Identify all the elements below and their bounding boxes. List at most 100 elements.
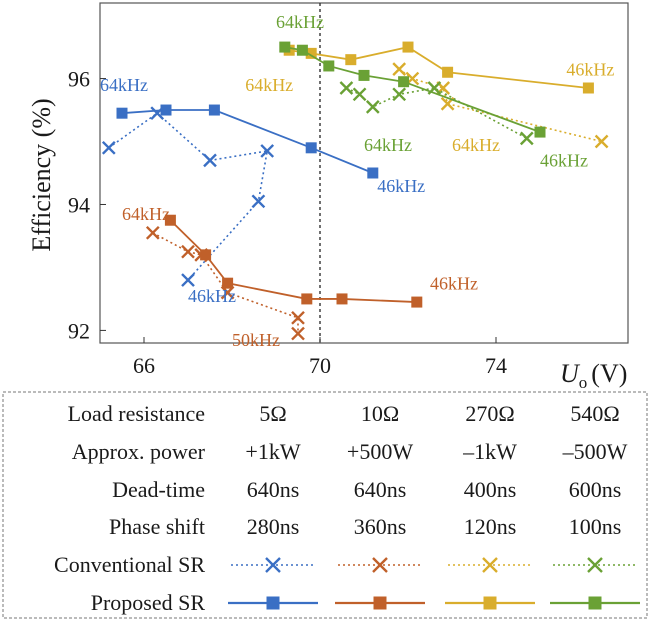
series-conventional-blue xyxy=(101,106,275,287)
legend-proposed-marker xyxy=(266,596,280,610)
legend-conventional-marker xyxy=(482,557,498,573)
data-point-cross xyxy=(519,131,534,146)
series-line xyxy=(152,232,299,334)
x-tick-label: 70 xyxy=(309,353,331,378)
y-tick-label: 94 xyxy=(68,192,90,217)
series-line xyxy=(398,68,602,143)
frequency-annotation: 46kHz xyxy=(566,59,614,79)
table-cell: 100ns xyxy=(569,514,622,539)
x-axis-title-main: U xyxy=(560,359,581,388)
legend-proposed-marker xyxy=(588,596,602,610)
plot-frame xyxy=(99,2,629,344)
series-proposed-green xyxy=(279,41,546,138)
table-row-label: Phase shift xyxy=(109,514,205,539)
y-tick-label: 92 xyxy=(68,318,90,343)
legend-table: Load resistance Approx. power Dead-time Pha… xyxy=(54,401,640,615)
data-point-square xyxy=(411,296,423,308)
data-point-square xyxy=(164,214,176,226)
data-point-cross xyxy=(352,87,367,102)
data-point-square xyxy=(402,41,414,53)
frequency-annotation: 46kHz xyxy=(430,273,478,293)
table-cell: 270Ω xyxy=(465,401,514,426)
legend-proposed-marker xyxy=(373,596,387,610)
x-axis-title-unit: (V) xyxy=(591,359,627,388)
y-tick-label: 96 xyxy=(68,67,90,92)
data-point-square xyxy=(582,82,594,94)
frequency-annotation: 46kHz xyxy=(377,176,425,196)
data-point-cross xyxy=(260,144,275,158)
data-point-cross xyxy=(594,134,609,149)
data-point-cross xyxy=(145,225,160,240)
annotation-layer: 64kHz 46kHz 46kHz 64kHz 50kHz 46kHz 64kHz 64kHz… xyxy=(100,12,614,350)
legend-conventional-marker xyxy=(372,557,388,573)
frequency-annotation: 46kHz xyxy=(188,286,236,306)
frequency-annotation: 64kHz xyxy=(452,135,500,155)
data-point-cross xyxy=(203,153,217,168)
data-point-square xyxy=(160,104,172,116)
legend-table-frame xyxy=(2,391,648,619)
data-point-square xyxy=(398,76,410,88)
table-cell: 280ns xyxy=(247,514,300,539)
table-cell: 540Ω xyxy=(570,401,619,426)
table-cell: 360ns xyxy=(354,514,407,539)
frequency-annotation: 46kHz xyxy=(540,151,588,171)
table-row-label: Dead-time xyxy=(112,477,205,502)
table-row-label: Approx. power xyxy=(72,439,206,464)
data-point-square xyxy=(323,60,335,72)
table-cell: 5Ω xyxy=(259,401,286,426)
table-cell: 640ns xyxy=(354,477,407,502)
data-point-cross xyxy=(181,273,195,287)
data-point-square xyxy=(296,44,308,56)
data-point-square xyxy=(305,142,317,154)
table-cell: –1kW xyxy=(462,439,517,464)
data-point-cross xyxy=(291,326,305,341)
data-point-square xyxy=(222,277,234,289)
data-point-square xyxy=(336,293,348,305)
table-cell: 10Ω xyxy=(361,401,399,426)
data-point-square xyxy=(367,167,379,179)
series-conventional-green xyxy=(339,81,534,146)
data-point-square xyxy=(116,107,128,119)
frequency-annotation: 64kHz xyxy=(276,12,324,32)
x-tick-label: 74 xyxy=(485,353,507,378)
data-point-cross xyxy=(392,62,407,76)
table-cell: +1kW xyxy=(245,439,300,464)
legend-proposed-marker xyxy=(483,596,497,610)
frequency-annotation: 64kHz xyxy=(122,204,170,224)
series-proposed-blue xyxy=(116,104,379,179)
table-row-label: Conventional SR xyxy=(54,552,205,577)
series-line xyxy=(108,112,269,281)
x-tick-label: 66 xyxy=(133,353,155,378)
series-line xyxy=(121,109,374,174)
table-row-label: Load resistance xyxy=(68,401,205,426)
table-row-label: Proposed SR xyxy=(91,590,206,615)
data-point-square xyxy=(345,54,357,66)
data-point-cross xyxy=(427,81,442,95)
table-cell: 600ns xyxy=(569,477,622,502)
y-axis-title: Efficiency (%) xyxy=(27,98,56,251)
table-cell: +500W xyxy=(347,439,413,464)
data-point-square xyxy=(305,47,317,59)
data-point-square xyxy=(534,126,546,138)
x-axis-title-sub: o xyxy=(579,373,588,392)
data-point-cross xyxy=(101,140,116,155)
table-cell: 640ns xyxy=(247,477,300,502)
ticks-layer: 66 70 74 92 94 96 xyxy=(68,67,507,378)
frequency-annotation: 64kHz xyxy=(245,75,293,95)
data-point-cross xyxy=(251,194,266,209)
series-line xyxy=(284,46,541,133)
data-point-cross xyxy=(181,244,195,259)
x-axis-title: Uo (V) xyxy=(560,359,627,392)
data-point-cross xyxy=(392,87,407,102)
table-cell: –500W xyxy=(562,439,628,464)
legend-conventional-marker xyxy=(265,557,281,573)
frequency-annotation: 64kHz xyxy=(364,135,412,155)
data-point-square xyxy=(208,104,220,116)
data-point-cross xyxy=(339,81,354,95)
frequency-annotation: 64kHz xyxy=(100,75,148,95)
data-point-square xyxy=(358,69,370,81)
series-line xyxy=(346,87,528,140)
data-point-square xyxy=(301,293,313,305)
legend-conventional-marker xyxy=(587,557,603,573)
